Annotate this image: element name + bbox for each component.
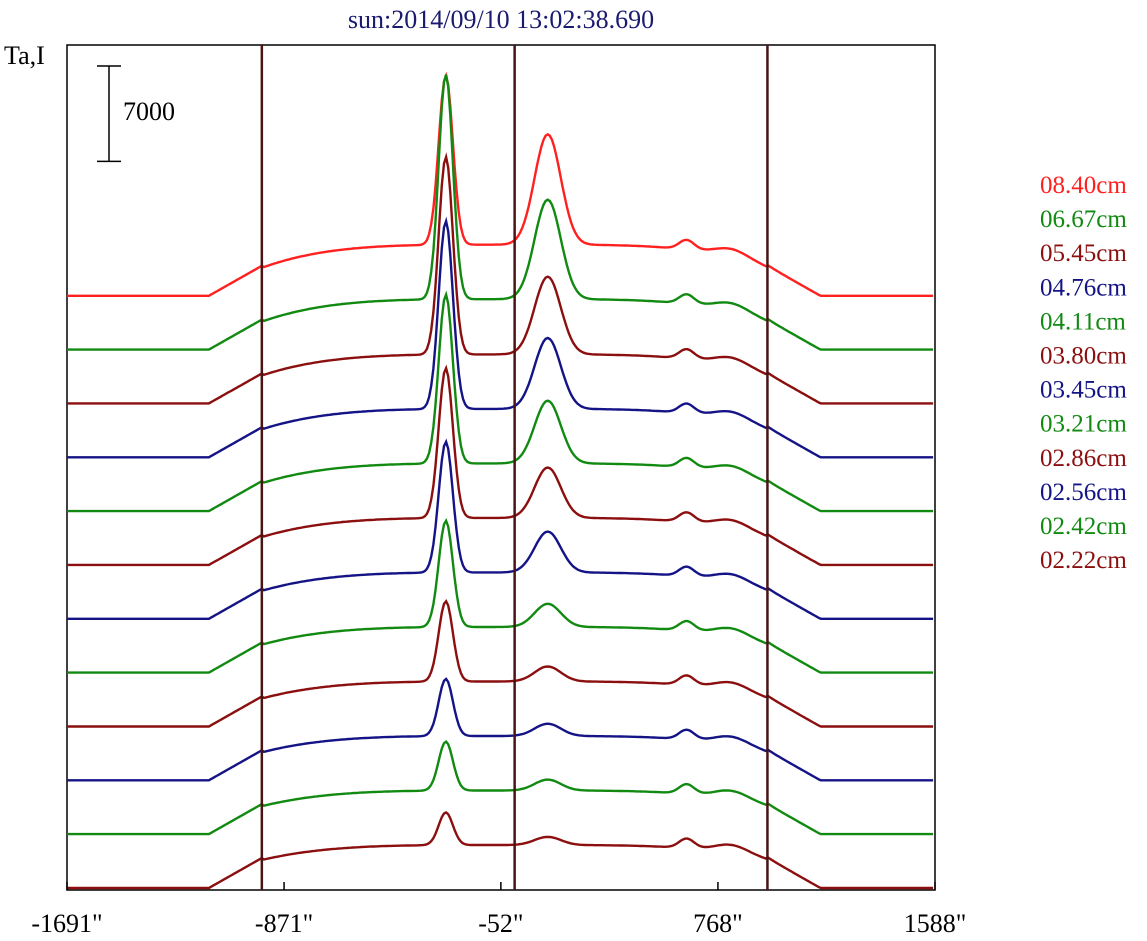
series-line: [67, 598, 934, 728]
series-line: [67, 518, 934, 674]
legend: 08.40cm 06.67cm 05.45cm 04.76cm 04.11cm 03.80…: [1040, 172, 1127, 574]
scale-bar-label: 7000: [123, 97, 175, 126]
series-line: [67, 216, 934, 459]
x-tick-label: -52": [478, 909, 523, 938]
legend-entry: 04.11cm: [1040, 308, 1126, 335]
series-line: [67, 71, 934, 297]
legend-entry: 05.45cm: [1040, 240, 1127, 267]
vertical-markers: [260, 45, 769, 890]
x-tick-label: -1691": [31, 909, 102, 938]
legend-entry: 03.21cm: [1040, 411, 1127, 438]
plot-frame: [66, 44, 936, 891]
legend-entry: 02.56cm: [1040, 479, 1127, 506]
x-axis-ticks: -1691" -871" -52" 768" 1588": [31, 882, 966, 938]
legend-entry: 03.80cm: [1040, 343, 1127, 370]
series-line: [67, 810, 934, 890]
chart-title: sun:2014/09/10 13:02:38.690: [348, 5, 654, 34]
x-tick-label: -871": [255, 909, 313, 938]
series-line: [67, 677, 934, 782]
x-tick-label: 768": [693, 909, 743, 938]
series-line: [67, 364, 934, 567]
legend-entry: 04.76cm: [1040, 274, 1127, 301]
legend-entry: 03.45cm: [1040, 377, 1127, 404]
series-line: [67, 438, 934, 620]
legend-entry: 06.67cm: [1040, 206, 1127, 233]
legend-entry: 02.86cm: [1040, 445, 1127, 472]
series-group: [67, 71, 934, 890]
legend-entry: 08.40cm: [1040, 172, 1127, 199]
series-line: [67, 74, 934, 351]
series-line: [67, 152, 934, 405]
scale-bar: 7000: [97, 65, 175, 163]
y-axis-label: Ta,I: [4, 41, 45, 70]
x-tick-label: 1588": [904, 909, 967, 938]
legend-entry: 02.22cm: [1040, 547, 1127, 574]
series-line: [67, 290, 934, 513]
series-line: [67, 739, 934, 836]
legend-entry: 02.42cm: [1040, 513, 1127, 540]
